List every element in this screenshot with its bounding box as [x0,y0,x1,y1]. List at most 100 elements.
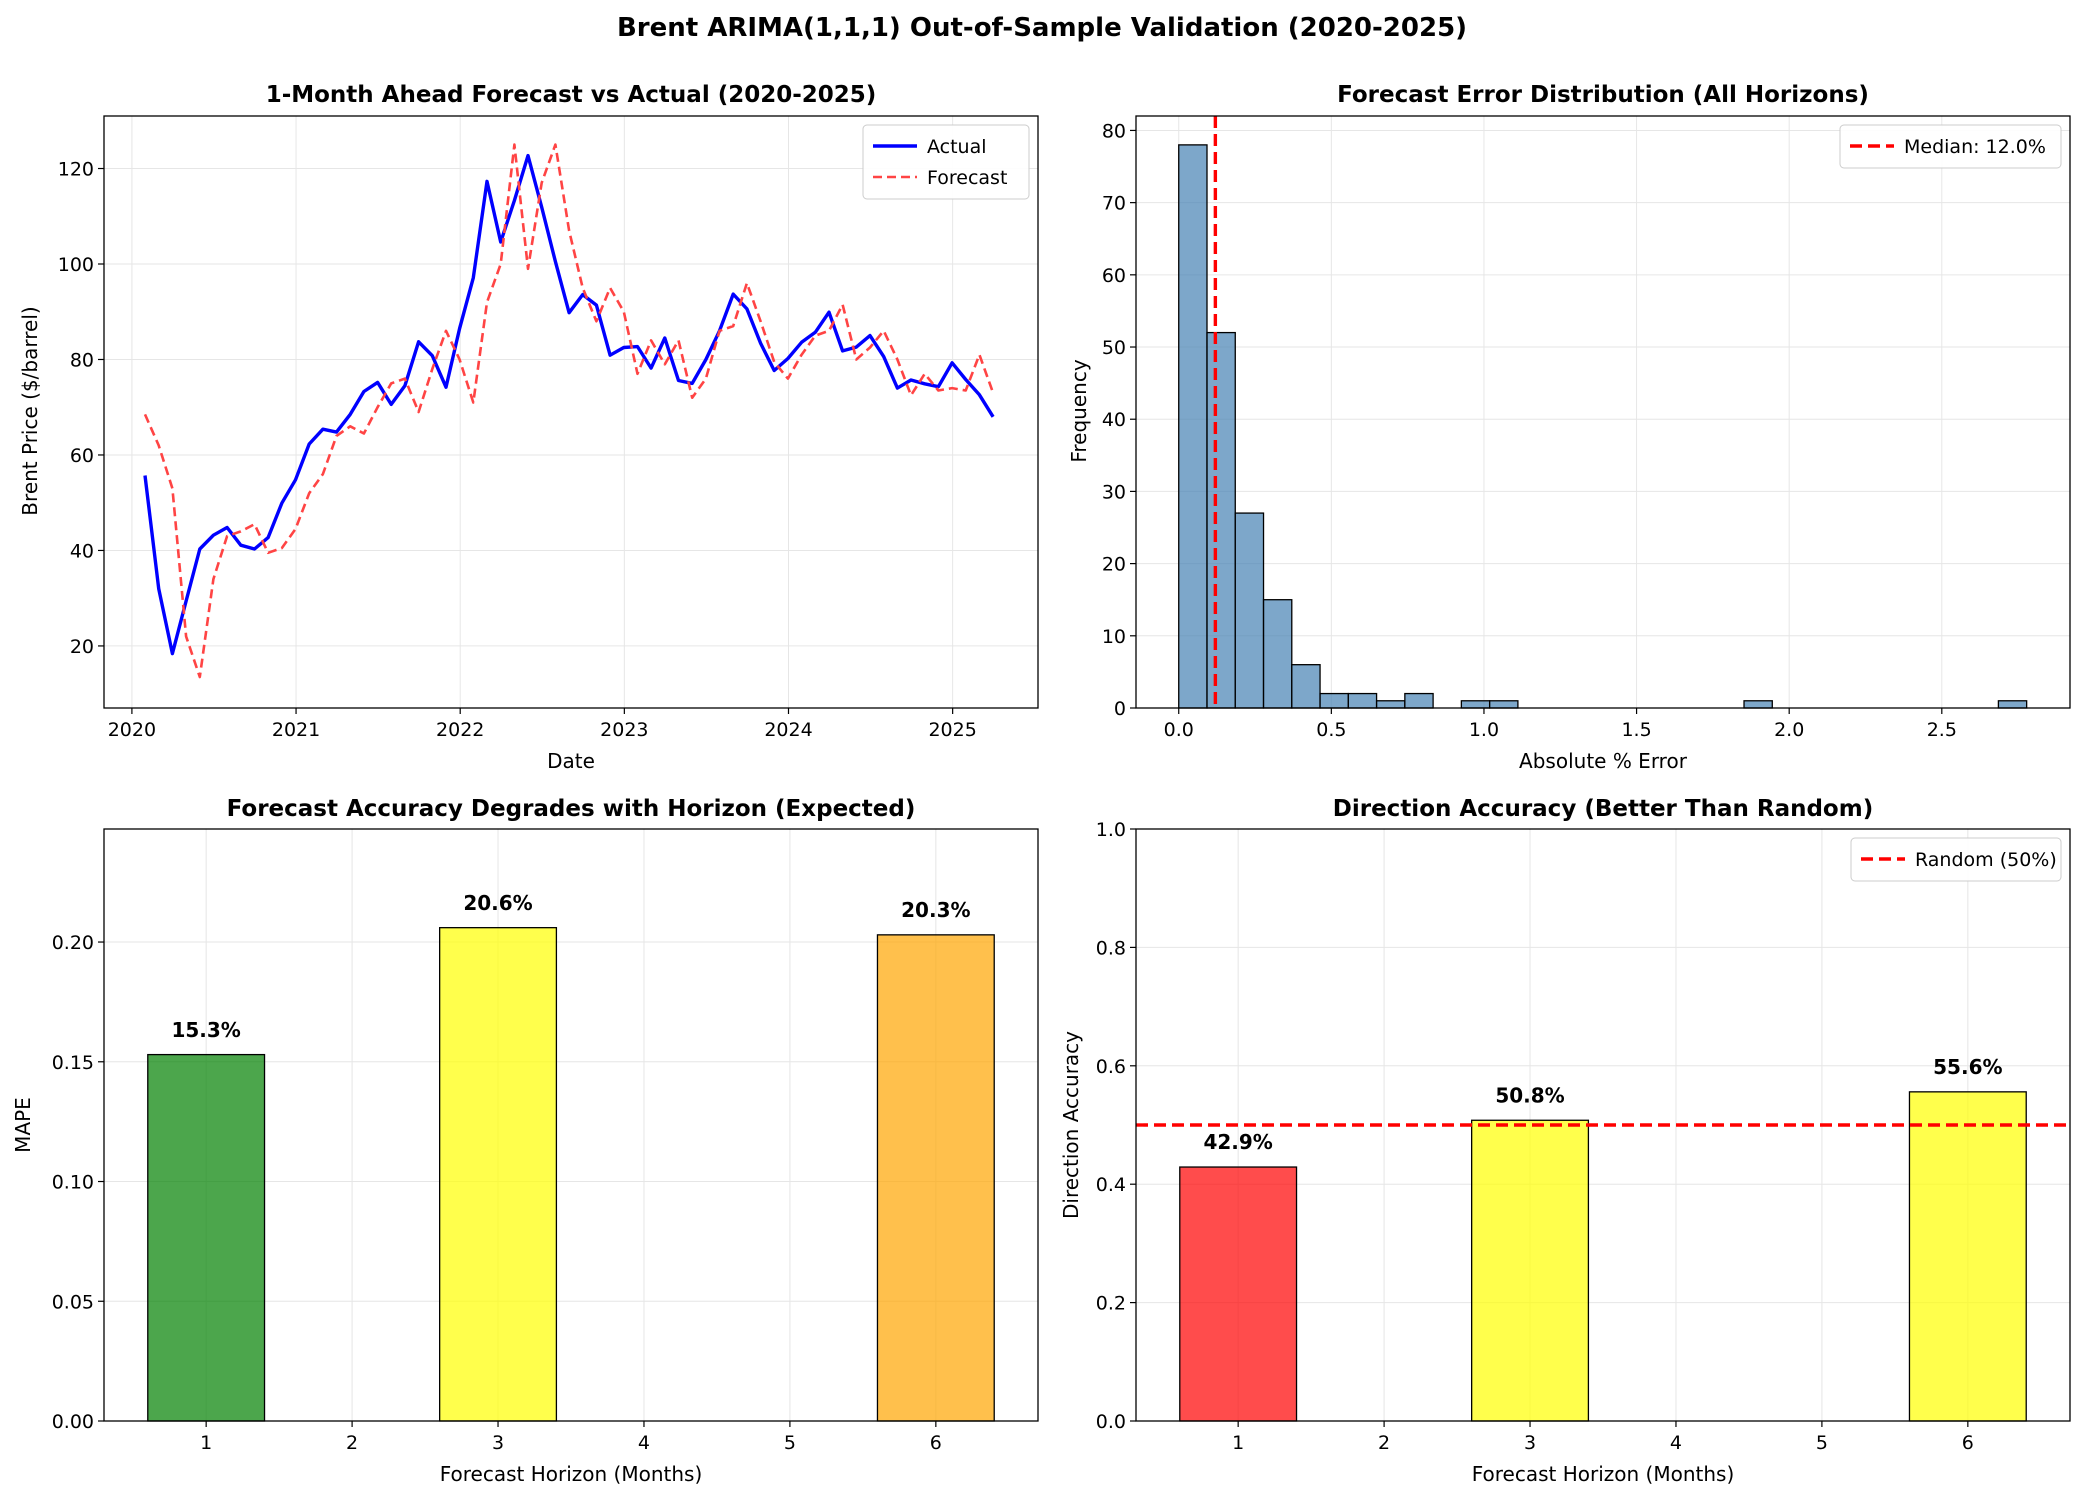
x-tick-label: 1.0 [1469,719,1499,741]
legend-label: Median: 12.0% [1904,136,2046,158]
x-tick-label: 5 [784,1432,796,1454]
y-tick-label: 0.4 [1096,1174,1126,1196]
y-tick-label: 0.20 [52,932,94,954]
legend: Random (50%) [1850,837,2062,882]
histogram-bar [1178,144,1208,709]
histogram-bar [1319,692,1349,709]
x-tick-label: 1.5 [1621,719,1651,741]
bar-value-label: 50.8% [1495,1083,1564,1107]
axes-frame [103,115,1039,709]
panel-direction-accuracy: Direction Accuracy (Better Than Random) … [1059,796,2071,1486]
bar [1471,1119,1590,1422]
x-tick-label: 2023 [600,719,648,741]
plot-area: 0.0 0.5 1.0 1.5 2.0 2.5 0 10 20 30 40 50 60 70 80 Media… [1102,115,2071,741]
bar-value-label: 20.3% [901,898,970,922]
x-tick-label: 3 [492,1432,504,1454]
y-tick-label: 20 [1102,554,1126,576]
histogram-bar [1460,700,1491,709]
y-tick-label: 100 [58,254,94,276]
x-tick-label: 4 [1670,1432,1682,1454]
x-tick-label: 2025 [928,719,976,741]
x-tick-label: 3 [1524,1432,1536,1454]
y-tick-label: 0.05 [52,1291,94,1313]
x-tick-label: 4 [638,1432,650,1454]
legend-label: Forecast [927,167,1007,189]
x-tick-label: 2021 [272,719,320,741]
panel-error-histogram: Forecast Error Distribution (All Horizon… [1067,82,2071,773]
y-tick-label: 80 [1102,120,1126,142]
histogram-bar [1347,692,1378,709]
x-tick-label: 2 [1378,1432,1390,1454]
y-tick-label: 60 [70,445,94,467]
histogram-bar [1291,664,1321,709]
x-axis-label: Absolute % Error [1519,749,1688,773]
x-tick-label: 0.5 [1316,719,1346,741]
panel-title: Direction Accuracy (Better Than Random) [1333,796,1873,822]
x-tick-label: 0.0 [1164,719,1194,741]
y-tick-label: 40 [1102,409,1126,431]
panel-title: Forecast Error Distribution (All Horizon… [1337,82,1869,108]
bar [876,934,995,1422]
axes-frame [1135,115,2071,709]
x-tick-label: 2.0 [1774,719,1804,741]
x-tick-label: 2020 [108,719,156,741]
y-tick-label: 0.6 [1096,1056,1126,1078]
legend-box [1839,124,2062,169]
histogram-bar [1488,700,1519,709]
y-tick-label: 50 [1102,337,1126,359]
bar [1179,1166,1298,1422]
x-tick-label: 5 [1816,1432,1828,1454]
y-tick-label: 120 [58,159,94,181]
legend-box [1850,837,2062,882]
y-axis-label: Direction Accuracy [1059,1031,1083,1219]
y-tick-label: 0 [1114,698,1126,720]
legend: Actual Forecast [862,124,1030,200]
axes-frame [103,828,1039,1422]
plot-area: 1 2 3 4 5 6 0.00 0.05 0.10 0.15 0.20 15.3% 20.6% 20.3… [52,828,1039,1454]
panel-title: Forecast Accuracy Degrades with Horizon … [227,796,916,822]
y-axis-label: Brent Price ($/barrel) [18,306,42,515]
bar-value-label: 42.9% [1203,1130,1272,1154]
histogram-bar [1743,700,1773,709]
y-tick-label: 0.8 [1096,937,1126,959]
legend-label: Actual [927,136,987,158]
panel-price-forecast: 1-Month Ahead Forecast vs Actual (2020-2… [18,82,1039,773]
bar [1908,1091,2027,1422]
histogram-bar [1404,692,1434,709]
bar [439,927,558,1422]
y-tick-label: 20 [70,636,94,658]
y-tick-label: 80 [70,349,94,371]
histogram-bar [1997,700,2028,709]
histogram-bar [1206,331,1236,709]
x-tick-label: 2 [346,1432,358,1454]
x-axis-label: Forecast Horizon (Months) [440,1462,703,1486]
x-axis-label: Forecast Horizon (Months) [1472,1462,1735,1486]
panel-mape-by-horizon: Forecast Accuracy Degrades with Horizon … [11,796,1039,1486]
y-tick-label: 70 [1102,193,1126,215]
plot-area: 1 2 3 4 5 6 0.0 0.2 0.4 0.6 0.8 1.0 42.9% 50.8% 55.6% R… [1096,819,2071,1454]
x-tick-label: 1 [1232,1432,1244,1454]
x-tick-label: 6 [1962,1432,1974,1454]
plot-area: 2020 2021 2022 2023 2024 2025 20 40 60 80 100 120 Ac… [58,115,1039,741]
y-tick-label: 10 [1102,626,1126,648]
legend-label: Random (50%) [1915,849,2057,871]
x-tick-label: 1 [200,1432,212,1454]
y-tick-label: 30 [1102,481,1126,503]
x-axis-label: Date [547,749,595,773]
x-tick-label: 2.5 [1927,719,1957,741]
y-axis-label: Frequency [1067,359,1091,462]
bar-value-label: 55.6% [1933,1055,2002,1079]
series-line-actual [143,153,995,656]
figure-title: Brent ARIMA(1,1,1) Out-of-Sample Validat… [617,13,1467,43]
legend: Median: 12.0% [1839,124,2062,169]
y-tick-label: 0.10 [52,1172,94,1194]
y-tick-label: 0.0 [1096,1411,1126,1433]
histogram-bar [1234,512,1265,709]
x-tick-label: 2022 [436,719,484,741]
y-axis-label: MAPE [11,1097,35,1153]
histogram-bar [1375,700,1406,709]
axes-frame [1135,828,2071,1422]
bar-value-label: 15.3% [171,1018,240,1042]
x-tick-label: 2024 [764,719,812,741]
legend-box [862,124,1030,200]
